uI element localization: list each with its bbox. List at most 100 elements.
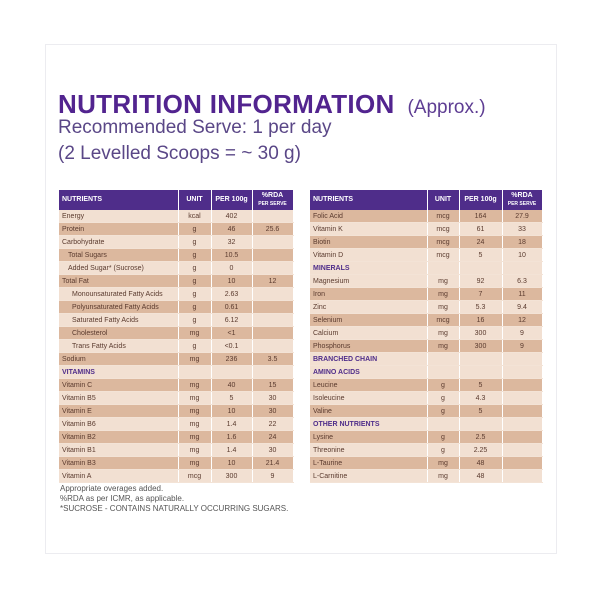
per100g-cell: 1.6 (211, 430, 253, 444)
rda-cell: 15 (252, 378, 294, 392)
table-row: Lysine g 2.5 (310, 430, 543, 444)
nutrition-table-right: NUTRIENTS UNIT PER 100g %RDA PER SERVE F… (310, 190, 543, 483)
table-row: Zinc mg 5.3 9.4 (310, 300, 543, 314)
per100g-cell: 2.5 (459, 430, 503, 444)
unit-cell: mg (427, 287, 460, 301)
per100g-cell: 5 (459, 248, 503, 262)
section-label: AMINO ACIDS (310, 365, 428, 379)
rda-cell: 22 (252, 417, 294, 431)
footnote-overages: Appropriate overages added. (60, 484, 164, 493)
rda-cell (502, 469, 543, 483)
rda-cell: 30 (252, 391, 294, 405)
header-rda-sub: PER SERVE (507, 201, 537, 207)
empty-cell (252, 365, 294, 379)
header-unit: UNIT (178, 190, 212, 210)
table-row: Vitamin B3 mg 10 21.4 (59, 456, 294, 470)
table-row: Threonine g 2.25 (310, 443, 543, 457)
per100g-cell: <1 (211, 326, 253, 340)
nutrient-name: Vitamin C (59, 378, 179, 392)
per100g-cell: <0.1 (211, 339, 253, 353)
per100g-cell: 2.63 (211, 287, 253, 301)
nutrient-name: Leucine (310, 378, 428, 392)
per100g-cell: 48 (459, 456, 503, 470)
nutrient-name: Polyunsaturated Fatty Acids (59, 300, 179, 314)
title-main: NUTRITION INFORMATION (58, 89, 395, 119)
table-row: Folic Acid mcg 164 27.9 (310, 210, 543, 223)
rda-cell (252, 326, 294, 340)
empty-cell (427, 261, 460, 275)
nutrient-name: Carbohydrate (59, 235, 179, 249)
per100g-cell: 24 (459, 235, 503, 249)
rda-cell: 24 (252, 430, 294, 444)
per100g-cell: 10 (211, 404, 253, 418)
nutrient-name: Vitamin D (310, 248, 428, 262)
per100g-cell: 5.3 (459, 300, 503, 314)
per100g-cell: 46 (211, 222, 253, 236)
table-row: Biotin mcg 24 18 (310, 235, 543, 249)
nutrient-name: Phosphorus (310, 339, 428, 353)
per100g-cell: 236 (211, 352, 253, 366)
empty-cell (459, 365, 503, 379)
empty-cell (178, 365, 212, 379)
unit-cell: g (427, 443, 460, 457)
per100g-cell: 1.4 (211, 417, 253, 431)
unit-cell: mcg (427, 222, 460, 236)
table-row: Carbohydrate g 32 (59, 235, 294, 249)
section-label: OTHER NUTRIENTS (310, 417, 428, 431)
nutrient-name: Trans Fatty Acids (59, 339, 179, 353)
rda-cell: 30 (252, 443, 294, 457)
per100g-cell: 5 (459, 404, 503, 418)
rda-cell: 12 (252, 274, 294, 288)
per100g-cell: 402 (211, 210, 253, 223)
nutrient-name: Cholesterol (59, 326, 179, 340)
per100g-cell: 10 (211, 274, 253, 288)
rda-cell: 3.5 (252, 352, 294, 366)
empty-cell (502, 365, 543, 379)
nutrient-name: Iron (310, 287, 428, 301)
per100g-cell: 61 (459, 222, 503, 236)
table-row: Polyunsaturated Fatty Acids g 0.61 (59, 300, 294, 314)
nutrient-name: Energy (59, 210, 179, 223)
nutrient-name: Total Fat (59, 274, 179, 288)
nutrient-name: Vitamin K (310, 222, 428, 236)
per100g-cell: 10.5 (211, 248, 253, 262)
unit-cell: mg (178, 417, 212, 431)
unit-cell: mg (178, 430, 212, 444)
footnotes: Appropriate overages added. %RDA as per … (60, 484, 288, 514)
per100g-cell: 5 (211, 391, 253, 405)
section-label: MINERALS (310, 261, 428, 275)
table-row: L-Carnitine mg 48 (310, 469, 543, 483)
header-rda-label: %RDA (511, 192, 533, 199)
nutrient-name: Saturated Fatty Acids (59, 313, 179, 327)
per100g-cell: 0.61 (211, 300, 253, 314)
header-rda: %RDA PER SERVE (502, 190, 543, 210)
header-rda-sub: PER SERVE (258, 201, 287, 207)
nutrient-name: Isoleucine (310, 391, 428, 405)
unit-cell: g (178, 274, 212, 288)
header-per100g: PER 100g (459, 190, 503, 210)
section-row: VITAMINS (59, 365, 294, 379)
table-row: Protein g 46 25.6 (59, 222, 294, 236)
rda-cell (502, 391, 543, 405)
nutrient-name: Sodium (59, 352, 179, 366)
nutrient-name: Vitamin B2 (59, 430, 179, 444)
unit-cell: mcg (427, 235, 460, 249)
unit-cell: g (427, 430, 460, 444)
table-header: NUTRIENTS UNIT PER 100g %RDA PER SERVE (310, 190, 543, 210)
table-row: Saturated Fatty Acids g 6.12 (59, 313, 294, 327)
nutrient-name: Vitamin E (59, 404, 179, 418)
unit-cell: g (178, 248, 212, 262)
section-label: VITAMINS (59, 365, 179, 379)
per100g-cell: 5 (459, 378, 503, 392)
rda-cell: 9.4 (502, 300, 543, 314)
table-row: Vitamin B6 mg 1.4 22 (59, 417, 294, 431)
unit-cell: mg (427, 339, 460, 353)
header-unit: UNIT (427, 190, 460, 210)
unit-cell: mg (427, 326, 460, 340)
unit-cell: g (178, 339, 212, 353)
empty-cell (211, 365, 253, 379)
table-row: Magnesium mg 92 6.3 (310, 274, 543, 288)
empty-cell (427, 365, 460, 379)
